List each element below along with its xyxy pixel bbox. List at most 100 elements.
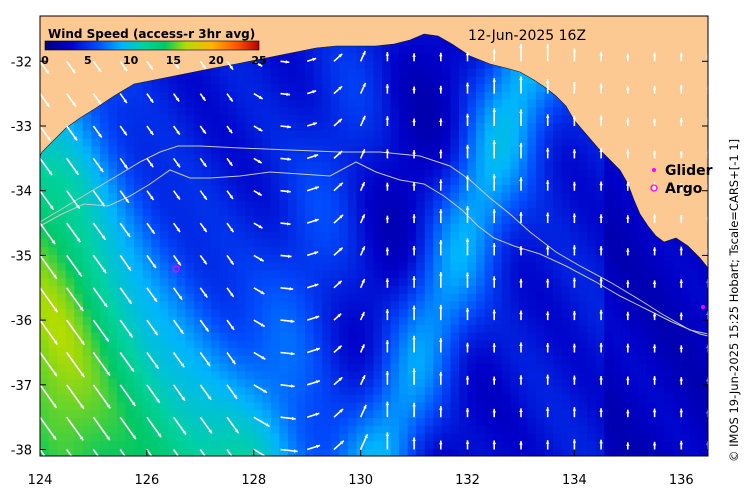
wind-vector-arrow-icon	[172, 287, 183, 301]
wind-vector-arrow-icon	[439, 272, 443, 288]
wind-vector-arrow-icon	[333, 408, 344, 418]
wind-vector-arrow-icon	[439, 179, 443, 191]
wind-vector-arrow-icon	[199, 319, 210, 333]
wind-vector-arrow-icon	[652, 150, 657, 159]
wind-vector-arrow-icon	[626, 280, 630, 288]
wind-vector-arrow-icon	[92, 319, 110, 342]
wind-vector-arrow-icon	[146, 352, 160, 370]
wind-vector-arrow-icon	[333, 440, 345, 451]
wind-vector-arrow-icon	[66, 190, 81, 210]
wind-vector-arrow-icon	[626, 376, 630, 385]
legend: Glider Argo	[650, 163, 713, 197]
wind-vector-arrow-icon	[652, 52, 657, 62]
wind-vector-arrow-icon	[66, 352, 86, 378]
wind-vector-arrow-icon	[492, 174, 496, 191]
legend-argo-label: Argo	[665, 181, 703, 197]
wind-vector-arrow-icon	[412, 305, 416, 321]
x-tick-label: 130	[348, 473, 373, 488]
wind-vector-arrow-icon	[519, 142, 523, 159]
wind-vector-arrow-icon	[519, 109, 523, 126]
wind-vector-arrow-icon	[359, 245, 366, 256]
wind-vector-arrow-icon	[226, 157, 234, 167]
wind-vector-arrow-icon	[412, 118, 416, 126]
wind-vector-arrow-icon	[465, 342, 470, 353]
wind-vector-arrow-icon	[92, 93, 102, 105]
y-tick-label: -35	[11, 249, 32, 264]
wind-vectors	[40, 44, 708, 456]
wind-vector-arrow-icon	[226, 319, 235, 331]
colorbar-gradient	[44, 40, 260, 51]
wind-vector-arrow-icon	[465, 440, 470, 450]
wind-vector-arrow-icon	[306, 218, 319, 224]
wind-vector-arrow-icon	[679, 117, 683, 126]
wind-vector-arrow-icon	[439, 440, 443, 450]
wind-vector-arrow-icon	[146, 254, 157, 269]
wind-vector-arrow-icon	[172, 449, 180, 456]
wind-vector-arrow-icon	[40, 190, 55, 211]
wind-vector-arrow-icon	[599, 376, 603, 385]
wind-vector-arrow-icon	[253, 254, 265, 262]
wind-vector-arrow-icon	[226, 222, 235, 233]
wind-vector-arrow-icon	[66, 60, 76, 74]
wind-vector-arrow-icon	[253, 157, 263, 164]
wind-vector-arrow-icon	[146, 93, 154, 104]
wind-vector-arrow-icon	[652, 441, 657, 450]
wind-vector-arrow-icon	[66, 157, 80, 176]
wind-vector-arrow-icon	[492, 276, 496, 288]
wind-vector-arrow-icon	[572, 181, 577, 191]
wind-vector-arrow-icon	[226, 60, 234, 71]
x-tick-label: 128	[241, 473, 266, 488]
wind-vector-arrow-icon	[359, 404, 367, 418]
wind-vector-arrow-icon	[199, 384, 212, 401]
wind-vector-arrow-icon	[172, 352, 185, 368]
wind-vector-arrow-icon	[226, 93, 234, 102]
wind-vector-arrow-icon	[679, 214, 683, 224]
wind-vector-arrow-icon	[492, 140, 496, 159]
wind-vector-arrow-icon	[172, 60, 180, 70]
wind-vector-arrow-icon	[626, 248, 630, 256]
wind-vector-arrow-icon	[572, 213, 577, 224]
wind-vector-arrow-icon	[172, 222, 181, 233]
wind-vector-arrow-icon	[545, 245, 550, 256]
wind-vector-arrow-icon	[385, 52, 390, 62]
x-axis: 124 126 128 130 132 134 136	[28, 450, 694, 488]
wind-vector-arrow-icon	[572, 245, 577, 256]
wind-vector-arrow-icon	[439, 304, 443, 321]
wind-vector-arrow-icon	[599, 181, 603, 191]
wind-vector-arrow-icon	[519, 212, 523, 224]
wind-vector-arrow-icon	[599, 342, 603, 353]
wind-vector-arrow-icon	[119, 125, 128, 136]
wind-vector-arrow-icon	[333, 118, 343, 127]
wind-vector-arrow-icon	[439, 240, 443, 256]
wind-vector-arrow-icon	[679, 246, 683, 256]
wind-vector-arrow-icon	[572, 277, 577, 288]
wind-vector-arrow-icon	[519, 342, 523, 353]
wind-vector-arrow-icon	[172, 157, 181, 168]
wind-vector-arrow-icon	[92, 416, 111, 441]
wind-vector-arrow-icon	[119, 416, 137, 440]
wind-vector-arrow-icon	[146, 222, 156, 235]
argo-float-marker	[172, 265, 180, 273]
wind-vector-arrow-icon	[385, 116, 390, 126]
wind-vector-arrow-icon	[572, 343, 577, 353]
wind-vector-arrow-icon	[199, 157, 208, 168]
wind-vector-arrow-icon	[412, 214, 416, 224]
wind-vector-arrow-icon	[199, 125, 207, 135]
wind-vector-arrow-icon	[465, 307, 470, 321]
wind-vector-arrow-icon	[172, 416, 187, 435]
wind-vector-arrow-icon	[599, 148, 603, 159]
wind-vector-arrow-icon	[92, 449, 100, 456]
wind-vector-arrow-icon	[439, 149, 443, 159]
colorbar-tick-label: 25	[251, 54, 266, 67]
wind-vector-arrow-icon	[280, 287, 294, 291]
wind-vector-arrow-icon	[465, 144, 470, 159]
wind-vector-arrow-icon	[92, 125, 103, 138]
wind-vector-arrow-icon	[492, 209, 496, 224]
wind-vector-arrow-icon	[92, 352, 111, 376]
wind-vector-arrow-icon	[359, 50, 367, 62]
wind-vector-arrow-icon	[40, 384, 58, 409]
wind-vector-arrow-icon	[465, 113, 470, 126]
wind-vector-arrow-icon	[92, 157, 104, 173]
colorbar-tick-label: 10	[123, 54, 139, 67]
wind-vector-arrow-icon	[599, 277, 603, 288]
